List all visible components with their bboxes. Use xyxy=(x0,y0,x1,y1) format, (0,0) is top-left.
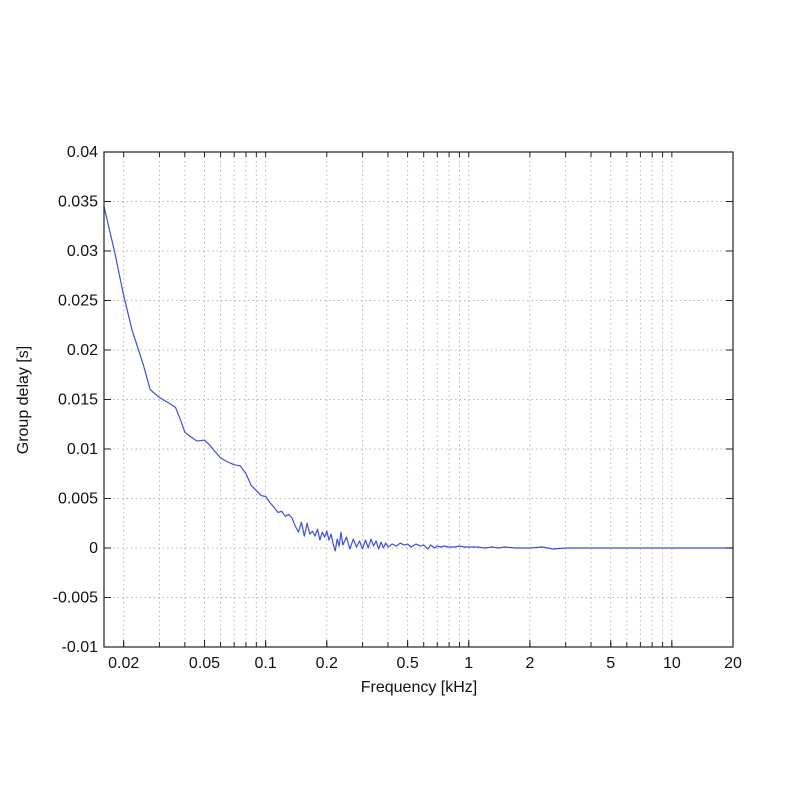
x-tick-label: 5 xyxy=(606,655,615,672)
x-tick-label: 0.5 xyxy=(396,655,418,672)
x-tick-label: 0.05 xyxy=(189,655,220,672)
y-tick-label: 0.03 xyxy=(67,243,98,260)
y-tick-label: 0.005 xyxy=(58,491,98,508)
y-tick-label: 0.025 xyxy=(58,293,98,310)
y-tick-label: 0.01 xyxy=(67,441,98,458)
y-tick-label: -0.005 xyxy=(53,590,98,607)
y-tick-label: 0.04 xyxy=(67,144,98,161)
tick-labels: 0.040.0350.030.0250.020.0150.010.0050-0.… xyxy=(53,144,742,672)
x-tick-label: 0.02 xyxy=(108,655,139,672)
x-tick-label: 20 xyxy=(724,655,742,672)
x-tick-label: 0.2 xyxy=(316,655,338,672)
y-tick-label: 0.02 xyxy=(67,342,98,359)
series-layer xyxy=(103,206,733,552)
x-tick-label: 1 xyxy=(464,655,473,672)
y-axis-label: Group delay [s] xyxy=(15,346,32,455)
y-tick-label: 0 xyxy=(89,540,98,557)
y-tick-label: 0.035 xyxy=(58,194,98,211)
y-tick-label: -0.01 xyxy=(62,639,99,656)
x-tick-label: 10 xyxy=(663,655,681,672)
tick-marks xyxy=(104,151,734,648)
x-tick-label: 2 xyxy=(525,655,534,672)
group-delay-line xyxy=(103,206,733,552)
x-axis-label: Frequency [kHz] xyxy=(361,679,477,696)
x-tick-label: 0.1 xyxy=(255,655,277,672)
grid-lines xyxy=(104,152,733,647)
y-tick-label: 0.015 xyxy=(58,392,98,409)
